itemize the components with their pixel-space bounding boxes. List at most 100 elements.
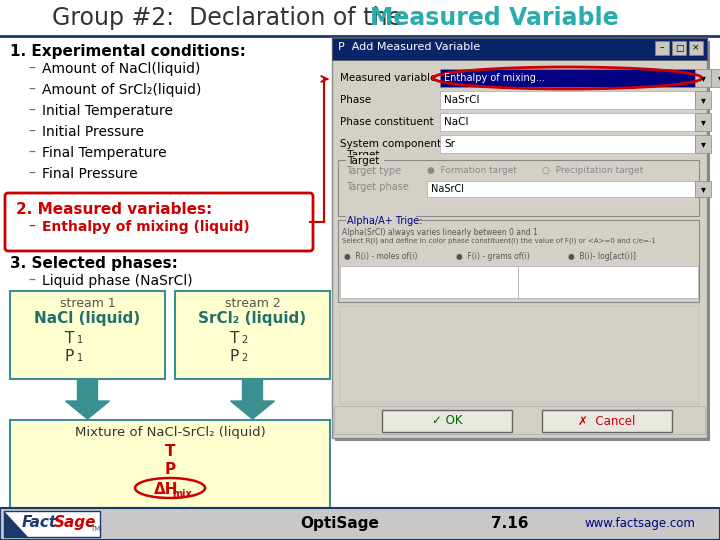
FancyBboxPatch shape (382, 410, 512, 432)
Text: P: P (65, 349, 74, 364)
FancyBboxPatch shape (695, 113, 711, 131)
Text: –: – (28, 146, 35, 160)
FancyBboxPatch shape (10, 291, 165, 379)
Text: P  Add Measured Variable: P Add Measured Variable (338, 42, 480, 52)
FancyBboxPatch shape (5, 193, 313, 251)
Text: NaSrCl: NaSrCl (444, 95, 480, 105)
Text: Target: Target (347, 156, 379, 166)
Text: 2: 2 (241, 353, 248, 363)
Ellipse shape (135, 478, 205, 498)
FancyBboxPatch shape (695, 181, 711, 197)
Text: Liquid phase (NaSrCl): Liquid phase (NaSrCl) (42, 274, 193, 288)
Text: P: P (164, 462, 176, 477)
Polygon shape (230, 379, 274, 419)
Polygon shape (66, 379, 109, 419)
Text: Final Temperature: Final Temperature (42, 146, 166, 160)
Text: Mixture of NaCl-SrCl₂ (liquid): Mixture of NaCl-SrCl₂ (liquid) (75, 426, 266, 439)
Text: System components: System components (340, 139, 446, 149)
Text: Phase constituent: Phase constituent (340, 117, 433, 127)
Text: –: – (28, 104, 35, 118)
Text: ●  Formation target: ● Formation target (427, 166, 517, 175)
Text: □: □ (675, 44, 683, 52)
Text: 7.16: 7.16 (491, 516, 528, 531)
Text: www.factsage.com: www.factsage.com (585, 517, 696, 530)
FancyBboxPatch shape (672, 41, 686, 55)
Text: NaCl (liquid): NaCl (liquid) (35, 311, 140, 326)
Text: Enthalpy of mixing (liquid): Enthalpy of mixing (liquid) (42, 220, 250, 234)
FancyBboxPatch shape (440, 69, 695, 87)
Text: OptiSage: OptiSage (300, 516, 379, 531)
Text: –: – (28, 62, 35, 76)
Text: ▾: ▾ (701, 73, 706, 83)
Text: 1: 1 (76, 335, 83, 345)
FancyBboxPatch shape (542, 410, 672, 432)
FancyBboxPatch shape (427, 181, 695, 197)
Text: Group #2:  Declaration of the: Group #2: Declaration of the (52, 6, 410, 30)
FancyBboxPatch shape (175, 291, 330, 379)
FancyBboxPatch shape (334, 406, 705, 434)
FancyBboxPatch shape (346, 155, 384, 165)
Text: Sage: Sage (54, 515, 96, 530)
FancyBboxPatch shape (0, 508, 720, 540)
Text: ✓ OK: ✓ OK (432, 415, 462, 428)
Text: Final Pressure: Final Pressure (42, 167, 138, 181)
Text: Initial Pressure: Initial Pressure (42, 125, 144, 139)
Text: Enthalpy of mixing...: Enthalpy of mixing... (444, 73, 545, 83)
Text: T: T (230, 331, 239, 346)
Text: T: T (65, 331, 74, 346)
Text: SrCl₂ (liquid): SrCl₂ (liquid) (199, 311, 307, 326)
Text: –: – (28, 125, 35, 139)
Text: ▾: ▾ (701, 117, 706, 127)
Text: 3. Selected phases:: 3. Selected phases: (10, 256, 178, 271)
Text: ▾: ▾ (701, 184, 706, 194)
Text: –: – (28, 274, 35, 288)
Text: Select R(i) and define in color phase constituent(i) the value of F(i) or <A>=0 : Select R(i) and define in color phase co… (342, 238, 656, 245)
Text: ▾: ▾ (718, 73, 720, 83)
Text: Measured Variable: Measured Variable (370, 6, 618, 30)
Text: Initial Temperature: Initial Temperature (42, 104, 173, 118)
FancyBboxPatch shape (0, 0, 720, 36)
Text: –: – (28, 167, 35, 181)
FancyBboxPatch shape (655, 41, 669, 55)
Text: Alpha(SrCl) always varies linearly between 0 and 1: Alpha(SrCl) always varies linearly betwe… (342, 228, 538, 237)
Text: NaSrCl: NaSrCl (431, 184, 464, 194)
Text: NaCl: NaCl (444, 117, 469, 127)
FancyBboxPatch shape (332, 38, 707, 60)
FancyBboxPatch shape (440, 91, 695, 109)
Text: ●  R(i) - moles of(i): ● R(i) - moles of(i) (344, 252, 418, 261)
FancyBboxPatch shape (10, 420, 330, 508)
Text: T: T (165, 444, 175, 459)
Text: Sr: Sr (444, 139, 455, 149)
Text: Alpha/A+ Trige:: Alpha/A+ Trige: (347, 216, 423, 226)
Text: 2. Measured variables:: 2. Measured variables: (16, 202, 212, 217)
FancyBboxPatch shape (338, 220, 699, 302)
FancyBboxPatch shape (695, 69, 711, 87)
Text: stream 1: stream 1 (60, 297, 115, 310)
Text: ▾: ▾ (701, 95, 706, 105)
Text: 1: 1 (76, 353, 83, 363)
Text: ×: × (692, 44, 700, 52)
Polygon shape (4, 511, 28, 537)
FancyBboxPatch shape (335, 41, 710, 441)
Text: ΔH: ΔH (154, 482, 179, 497)
FancyBboxPatch shape (695, 135, 711, 153)
Text: ○  Precipitation target: ○ Precipitation target (542, 166, 643, 175)
Text: –: – (660, 44, 665, 52)
Text: ●  F(i) - grams of(i): ● F(i) - grams of(i) (456, 252, 530, 261)
Text: Target type: Target type (346, 166, 401, 176)
FancyBboxPatch shape (340, 306, 699, 404)
Text: Phase: Phase (340, 95, 371, 105)
Text: stream 2: stream 2 (225, 297, 280, 310)
Text: Amount of SrCl₂(liquid): Amount of SrCl₂(liquid) (42, 83, 202, 97)
Text: ●  B(i)- log[act(i)]: ● B(i)- log[act(i)] (568, 252, 636, 261)
FancyBboxPatch shape (338, 160, 699, 216)
FancyBboxPatch shape (340, 266, 518, 298)
FancyBboxPatch shape (518, 266, 698, 298)
Text: Target: Target (344, 150, 383, 160)
Text: –: – (28, 220, 35, 234)
FancyBboxPatch shape (440, 113, 695, 131)
Text: P: P (230, 349, 239, 364)
FancyBboxPatch shape (4, 511, 100, 537)
FancyBboxPatch shape (695, 91, 711, 109)
Text: –: – (28, 83, 35, 97)
